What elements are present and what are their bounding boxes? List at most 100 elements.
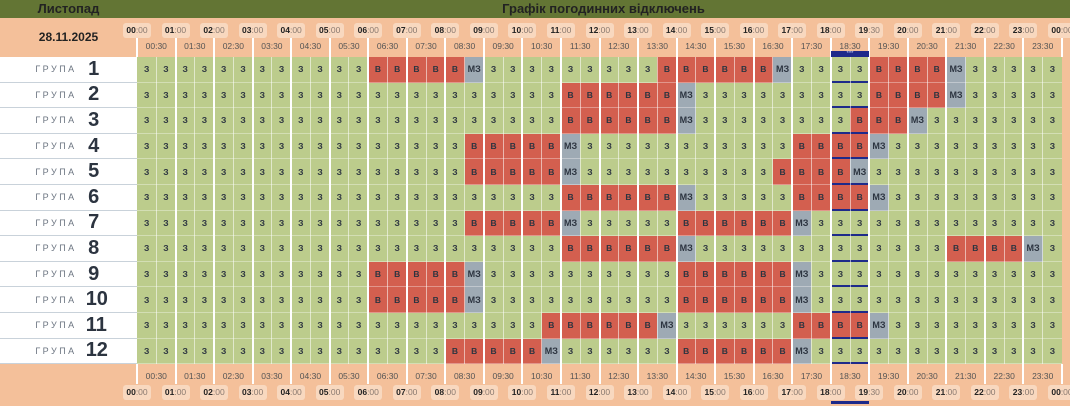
- schedule-cell[interactable]: В: [734, 338, 754, 365]
- schedule-cell[interactable]: В: [483, 338, 504, 365]
- schedule-cell[interactable]: В: [580, 236, 600, 262]
- schedule-cell[interactable]: З: [811, 82, 831, 109]
- schedule-cell[interactable]: З: [888, 185, 908, 211]
- schedule-cell[interactable]: З: [657, 159, 677, 185]
- schedule-cell[interactable]: З: [907, 133, 928, 160]
- schedule-cell[interactable]: З: [984, 338, 1005, 365]
- schedule-cell[interactable]: МЗ: [1023, 236, 1043, 262]
- schedule-cell[interactable]: З: [348, 82, 369, 109]
- schedule-cell[interactable]: З: [233, 313, 253, 339]
- schedule-cell[interactable]: З: [1023, 210, 1043, 237]
- schedule-cell[interactable]: З: [676, 159, 696, 185]
- schedule-cell[interactable]: В: [927, 57, 947, 83]
- schedule-cell[interactable]: В: [734, 57, 754, 83]
- schedule-cell[interactable]: В: [753, 338, 773, 365]
- schedule-cell[interactable]: З: [329, 313, 349, 339]
- schedule-cell[interactable]: З: [291, 133, 311, 160]
- schedule-cell[interactable]: З: [1023, 57, 1043, 83]
- schedule-cell[interactable]: З: [252, 313, 272, 339]
- schedule-cell[interactable]: З: [214, 57, 234, 83]
- schedule-cell[interactable]: В: [869, 108, 889, 134]
- schedule-cell[interactable]: З: [445, 236, 465, 262]
- schedule-cell[interactable]: З: [715, 236, 735, 262]
- schedule-cell[interactable]: З: [1042, 57, 1062, 83]
- schedule-cell[interactable]: В: [695, 261, 716, 288]
- schedule-cell[interactable]: З: [214, 261, 234, 288]
- schedule-cell[interactable]: МЗ: [869, 313, 889, 339]
- schedule-cell[interactable]: З: [406, 108, 427, 134]
- schedule-cell[interactable]: З: [984, 133, 1005, 160]
- schedule-cell[interactable]: З: [291, 313, 311, 339]
- schedule-cell[interactable]: В: [965, 236, 985, 262]
- schedule-cell[interactable]: З: [406, 236, 427, 262]
- schedule-cell[interactable]: В: [445, 287, 465, 313]
- schedule-cell[interactable]: З: [156, 57, 176, 83]
- schedule-cell[interactable]: З: [214, 185, 234, 211]
- schedule-cell[interactable]: З: [271, 185, 292, 211]
- schedule-cell[interactable]: З: [156, 210, 176, 237]
- schedule-cell[interactable]: З: [175, 57, 195, 83]
- schedule-cell[interactable]: З: [869, 236, 889, 262]
- schedule-cell[interactable]: З: [271, 108, 292, 134]
- schedule-cell[interactable]: З: [618, 338, 639, 365]
- schedule-cell[interactable]: В: [850, 185, 870, 211]
- schedule-cell[interactable]: З: [618, 261, 639, 288]
- schedule-cell[interactable]: З: [560, 287, 581, 313]
- schedule-cell[interactable]: В: [503, 210, 523, 237]
- schedule-cell[interactable]: З: [984, 261, 1005, 288]
- schedule-cell[interactable]: В: [695, 210, 716, 237]
- schedule-cell[interactable]: В: [426, 57, 446, 83]
- schedule-cell[interactable]: В: [618, 236, 639, 262]
- schedule-cell[interactable]: МЗ: [464, 57, 484, 83]
- schedule-cell[interactable]: З: [965, 287, 985, 313]
- schedule-cell[interactable]: З: [522, 313, 542, 339]
- schedule-cell[interactable]: З: [137, 313, 157, 339]
- schedule-cell[interactable]: З: [965, 82, 985, 109]
- schedule-cell[interactable]: З: [310, 287, 330, 313]
- schedule-cell[interactable]: З: [830, 82, 851, 109]
- schedule-cell[interactable]: З: [406, 210, 427, 237]
- schedule-cell[interactable]: З: [175, 82, 195, 109]
- schedule-cell[interactable]: В: [753, 261, 773, 288]
- schedule-cell[interactable]: МЗ: [464, 287, 484, 313]
- schedule-cell[interactable]: В: [695, 338, 716, 365]
- schedule-cell[interactable]: З: [599, 338, 619, 365]
- schedule-cell[interactable]: З: [927, 159, 947, 185]
- schedule-cell[interactable]: В: [734, 210, 754, 237]
- schedule-cell[interactable]: З: [175, 236, 195, 262]
- schedule-cell[interactable]: В: [387, 261, 407, 288]
- schedule-cell[interactable]: З: [252, 108, 272, 134]
- schedule-cell[interactable]: З: [984, 82, 1005, 109]
- schedule-cell[interactable]: З: [560, 261, 581, 288]
- schedule-cell[interactable]: З: [329, 185, 349, 211]
- schedule-cell[interactable]: В: [715, 287, 735, 313]
- schedule-cell[interactable]: МЗ: [946, 57, 966, 83]
- schedule-cell[interactable]: МЗ: [869, 133, 889, 160]
- schedule-cell[interactable]: З: [156, 82, 176, 109]
- schedule-cell[interactable]: З: [175, 313, 195, 339]
- schedule-cell[interactable]: З: [792, 82, 812, 109]
- schedule-cell[interactable]: МЗ: [792, 287, 812, 313]
- schedule-cell[interactable]: З: [657, 133, 677, 160]
- schedule-cell[interactable]: З: [387, 338, 407, 365]
- schedule-cell[interactable]: З: [503, 82, 523, 109]
- schedule-cell[interactable]: З: [348, 57, 369, 83]
- schedule-cell[interactable]: В: [792, 313, 812, 339]
- schedule-cell[interactable]: З: [291, 210, 311, 237]
- schedule-cell[interactable]: В: [907, 57, 928, 83]
- schedule-cell[interactable]: З: [310, 82, 330, 109]
- schedule-cell[interactable]: З: [850, 287, 870, 313]
- schedule-cell[interactable]: З: [252, 82, 272, 109]
- schedule-cell[interactable]: З: [445, 185, 465, 211]
- schedule-cell[interactable]: З: [850, 338, 870, 365]
- schedule-cell[interactable]: З: [445, 133, 465, 160]
- schedule-cell[interactable]: З: [946, 261, 966, 288]
- schedule-cell[interactable]: В: [580, 185, 600, 211]
- schedule-cell[interactable]: З: [753, 185, 773, 211]
- schedule-cell[interactable]: МЗ: [657, 313, 677, 339]
- schedule-cell[interactable]: З: [715, 185, 735, 211]
- schedule-cell[interactable]: З: [483, 57, 504, 83]
- schedule-cell[interactable]: З: [503, 185, 523, 211]
- schedule-cell[interactable]: З: [888, 210, 908, 237]
- schedule-cell[interactable]: З: [233, 159, 253, 185]
